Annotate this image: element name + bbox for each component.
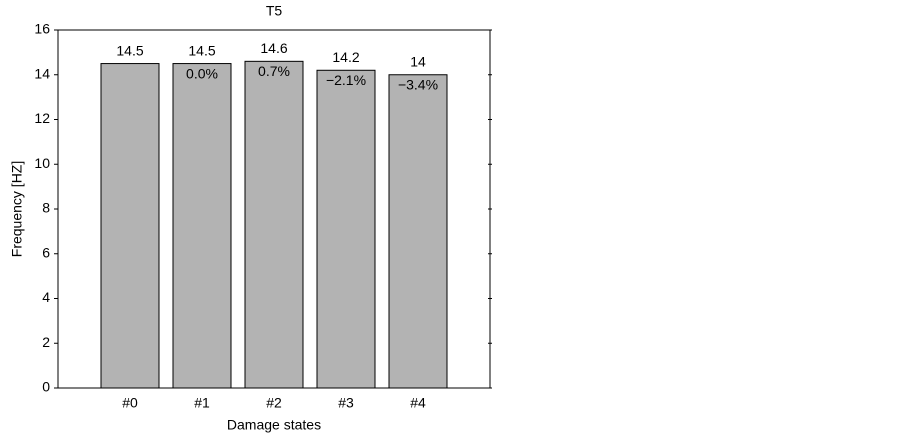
bar [172, 63, 232, 389]
x-tick-label: #4 [410, 395, 426, 411]
value-label: 14 [410, 53, 426, 69]
change-label: 0.7% [258, 63, 290, 79]
bar [244, 60, 304, 389]
y-tick-label: 10 [34, 155, 50, 171]
y-tick-label: 6 [42, 244, 50, 260]
change-label: −3.4% [398, 76, 438, 92]
bar [100, 63, 160, 389]
y-tick-label: 16 [34, 21, 50, 37]
bar [388, 74, 448, 389]
x-tick-label: #3 [338, 395, 354, 411]
y-axis-label: Frequency [HZ] [9, 161, 25, 257]
y-tick-label: 4 [42, 289, 50, 305]
y-tick-label: 8 [42, 200, 50, 216]
bar [316, 69, 376, 389]
change-label: 0.0% [186, 65, 218, 81]
y-tick-label: 2 [42, 334, 50, 350]
y-tick-label: 0 [42, 379, 50, 395]
value-label: 14.6 [260, 40, 287, 56]
y-tick-label: 12 [34, 110, 50, 126]
value-label: 14.5 [188, 42, 215, 58]
value-label: 14.5 [116, 42, 143, 58]
x-axis-label: Damage states [227, 417, 321, 433]
x-tick-label: #2 [266, 395, 282, 411]
x-tick-label: #0 [122, 395, 138, 411]
x-tick-label: #1 [194, 395, 210, 411]
chart-title: T5 [266, 3, 283, 19]
y-tick-label: 14 [34, 65, 50, 81]
change-label: −2.1% [326, 72, 366, 88]
value-label: 14.2 [332, 49, 359, 65]
